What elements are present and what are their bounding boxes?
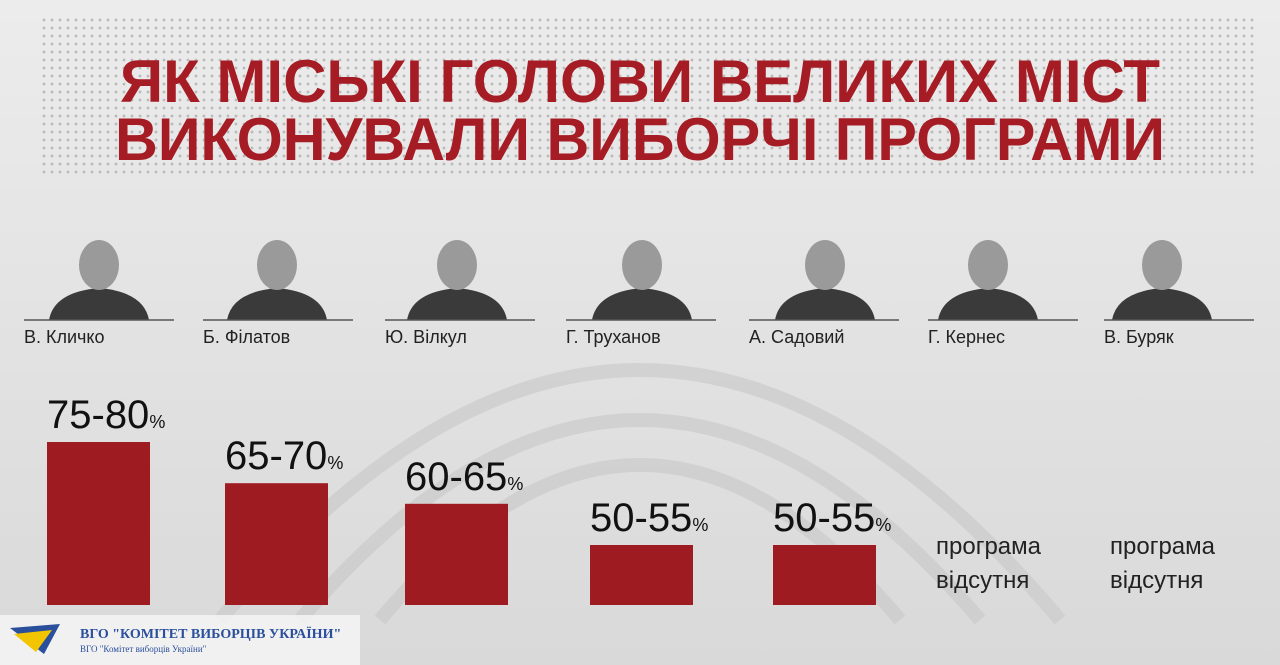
footer: ВГО "КОМІТЕТ ВИБОРЦІВ УКРАЇНИ" ВГО "Комі… <box>0 615 360 665</box>
title-line: ЯК МІСЬКІ ГОЛОВИ ВЕЛИКИХ МІСТ <box>120 48 1160 115</box>
person-name: Г. Труханов <box>566 327 661 347</box>
portrait <box>968 240 1008 290</box>
portrait <box>805 240 845 290</box>
value-label-unit: % <box>149 412 165 432</box>
value-label-range: 50-55 <box>773 496 875 540</box>
value-label-range: 65-70 <box>225 434 327 478</box>
portrait <box>1112 288 1212 320</box>
portrait <box>437 240 477 290</box>
footer-title: ВГО "КОМІТЕТ ВИБОРЦІВ УКРАЇНИ" <box>80 626 341 642</box>
footer-subtitle: ВГО "Комітет виборців України" <box>80 644 207 654</box>
value-label: 50-55% <box>590 496 708 540</box>
no-data-label: програма відсутня <box>936 533 1041 594</box>
footer-panel <box>0 615 360 665</box>
value-label: 60-65% <box>405 455 523 499</box>
bar <box>225 483 328 605</box>
no-data-label: програма відсутня <box>1110 533 1215 594</box>
bar <box>47 442 150 605</box>
person-name: В. Кличко <box>24 327 105 347</box>
portrait <box>227 288 327 320</box>
person-name: Г. Кернес <box>928 327 1005 347</box>
value-label: 75-80% <box>47 393 165 437</box>
value-label: 65-70% <box>225 434 343 478</box>
portraits <box>24 240 1254 321</box>
value-label-unit: % <box>692 515 708 535</box>
value-label-range: 60-65 <box>405 455 507 499</box>
logo <box>14 630 52 652</box>
no-data-box: програма відсутня <box>936 533 1041 594</box>
portrait <box>592 288 692 320</box>
person-name: Ю. Вілкул <box>385 327 467 347</box>
portrait <box>407 288 507 320</box>
person-name: Б. Філатов <box>203 327 290 347</box>
dot-pattern <box>40 14 1255 174</box>
value-label-unit: % <box>507 474 523 494</box>
title-line: ВИКОНУВАЛИ ВИБОРЧІ ПРОГРАМИ <box>115 106 1165 173</box>
portrait <box>622 240 662 290</box>
portrait <box>1142 240 1182 290</box>
value-label-unit: % <box>875 515 891 535</box>
value-label: 50-55% <box>773 496 891 540</box>
portrait <box>49 288 149 320</box>
no-data-box: програма відсутня <box>1110 533 1215 594</box>
portrait <box>257 240 297 290</box>
bar <box>405 503 508 605</box>
portrait <box>775 288 875 320</box>
value-label-range: 50-55 <box>590 496 692 540</box>
bar <box>590 545 693 605</box>
person-name: А. Садовий <box>749 327 844 347</box>
portrait <box>79 240 119 290</box>
bar <box>773 545 876 605</box>
person-name: В. Буряк <box>1104 327 1174 347</box>
value-label-unit: % <box>327 453 343 473</box>
portrait <box>938 288 1038 320</box>
value-label-range: 75-80 <box>47 393 149 437</box>
